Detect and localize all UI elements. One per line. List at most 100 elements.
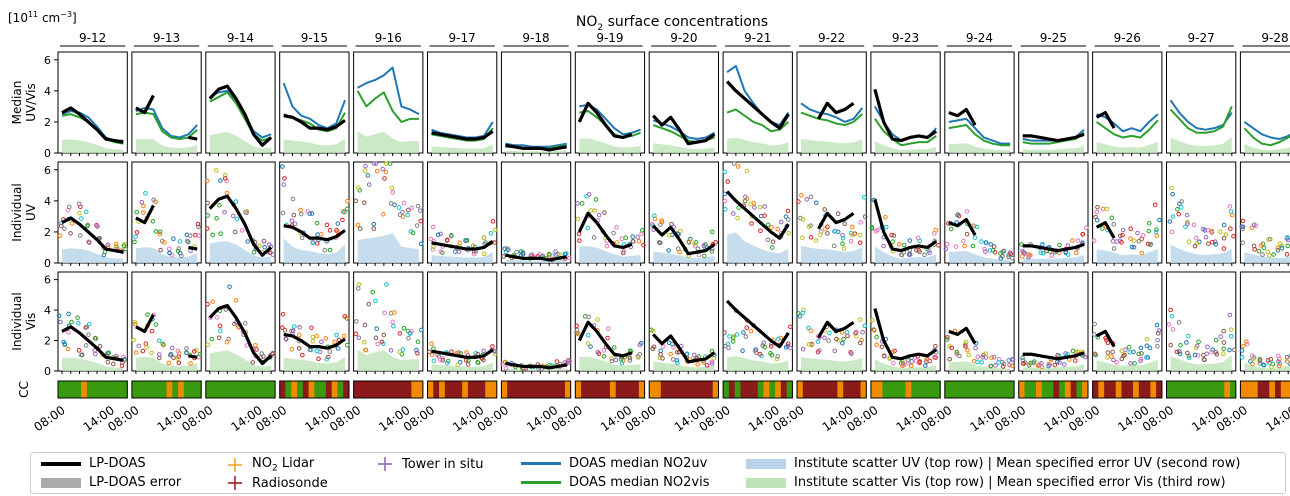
scatter-point xyxy=(357,226,363,231)
scatter-point xyxy=(743,334,749,339)
scatter-point xyxy=(668,351,673,357)
cc-cell xyxy=(1104,381,1111,398)
scatter-point xyxy=(191,349,197,354)
scatter-point xyxy=(595,317,600,322)
legend-label: Radiosonde xyxy=(252,475,328,491)
scatter-point xyxy=(554,359,560,364)
lp-doas-line xyxy=(873,308,938,361)
scatter-point xyxy=(427,349,432,355)
scatter-point xyxy=(205,213,211,218)
scatter-point xyxy=(1126,344,1132,350)
scatter-point xyxy=(896,241,902,247)
scatter-point xyxy=(901,242,907,248)
scatter-point xyxy=(596,212,602,218)
scatter-point xyxy=(1196,339,1201,345)
scatter-point xyxy=(900,363,905,369)
cc-cell xyxy=(365,381,372,398)
scatter-point xyxy=(696,252,702,258)
scatter-point xyxy=(310,240,316,246)
scatter-point xyxy=(185,238,190,244)
cc-cell xyxy=(263,381,270,398)
lp-doas-line xyxy=(725,299,790,349)
scatter-point xyxy=(1055,352,1060,358)
scatter-point xyxy=(210,299,215,304)
scatter-point xyxy=(1229,333,1234,339)
scatter-point xyxy=(316,356,321,362)
cc-cell xyxy=(217,381,224,398)
scatter-point xyxy=(319,339,324,345)
cc-cell xyxy=(604,381,611,398)
scatter-point xyxy=(751,200,757,206)
scatter-point xyxy=(1275,248,1281,253)
scatter-point xyxy=(650,328,656,334)
scatter-point xyxy=(113,244,119,249)
scatter-point xyxy=(1154,233,1160,238)
cc-cell xyxy=(1047,381,1054,398)
scatter-point xyxy=(1251,222,1257,228)
cc-cell xyxy=(343,381,350,398)
scatter-point xyxy=(267,250,273,255)
scatter-point xyxy=(611,345,617,350)
scatter-point xyxy=(1138,345,1144,351)
legend-item-no2-lidar: NO2 Lidar xyxy=(226,456,314,474)
cc-cell xyxy=(615,381,622,398)
scatter-point xyxy=(953,244,959,249)
scatter-point xyxy=(151,197,156,203)
scatter-point xyxy=(636,355,641,360)
scatter-point xyxy=(289,218,295,223)
cc-cell xyxy=(1064,381,1072,398)
cc-frame xyxy=(1018,380,1089,399)
scatter-point xyxy=(674,358,680,363)
cc-cell xyxy=(848,381,856,398)
scatter-point xyxy=(762,344,768,350)
scatter-point xyxy=(1105,350,1111,355)
legend-item-lp-doas: LP-DOAS xyxy=(41,456,146,471)
cc-cell xyxy=(1178,381,1185,398)
scatter-point xyxy=(430,247,436,252)
scatter-point xyxy=(1229,212,1235,218)
scatter-point xyxy=(686,239,692,244)
y-tick-label: 0 xyxy=(44,365,51,378)
cc-cell xyxy=(1183,381,1190,398)
scatter-point xyxy=(566,358,571,363)
legend-label: Institute scatter Vis (top row) | Mean s… xyxy=(794,475,1226,490)
scatter-point xyxy=(1139,351,1144,356)
scatter-point xyxy=(1127,350,1133,355)
scatter-point xyxy=(362,322,368,328)
scatter-point xyxy=(418,218,424,224)
scatter-point xyxy=(69,221,75,226)
y-tick-label: 4 xyxy=(44,85,51,98)
scatter-point xyxy=(1266,237,1271,242)
scatter-point xyxy=(1228,209,1234,214)
cc-cell xyxy=(411,381,418,398)
cc-cell xyxy=(359,381,366,398)
scatter-point xyxy=(691,352,697,358)
cc-cell xyxy=(712,381,719,398)
scatter-point xyxy=(1279,245,1285,251)
scatter-band xyxy=(505,259,567,263)
scatter-point xyxy=(1091,332,1097,337)
scatter-band xyxy=(357,349,419,371)
scatter-point xyxy=(869,224,875,230)
scatter-point xyxy=(141,203,146,209)
scatter-point xyxy=(209,336,215,342)
scatter-point xyxy=(1167,219,1173,224)
black-line-icon xyxy=(41,461,81,466)
cc-cell xyxy=(660,381,667,398)
lp-doas-line xyxy=(873,198,938,253)
scatter-point xyxy=(134,209,139,215)
scatter-point xyxy=(1267,253,1272,258)
scatter-point xyxy=(627,355,633,361)
scatter-point xyxy=(175,348,181,354)
cc-cell xyxy=(928,381,935,398)
scatter-band xyxy=(431,252,493,263)
scatter-point xyxy=(1231,234,1236,239)
scatter-point xyxy=(834,336,839,342)
scatter-point xyxy=(1120,227,1126,233)
scatter-point xyxy=(565,360,570,366)
cc-cell xyxy=(518,381,525,398)
doas-uv-line xyxy=(726,64,790,127)
cc-cell xyxy=(1156,381,1163,398)
scatter-point xyxy=(280,164,285,169)
scatter-band xyxy=(1244,362,1290,371)
